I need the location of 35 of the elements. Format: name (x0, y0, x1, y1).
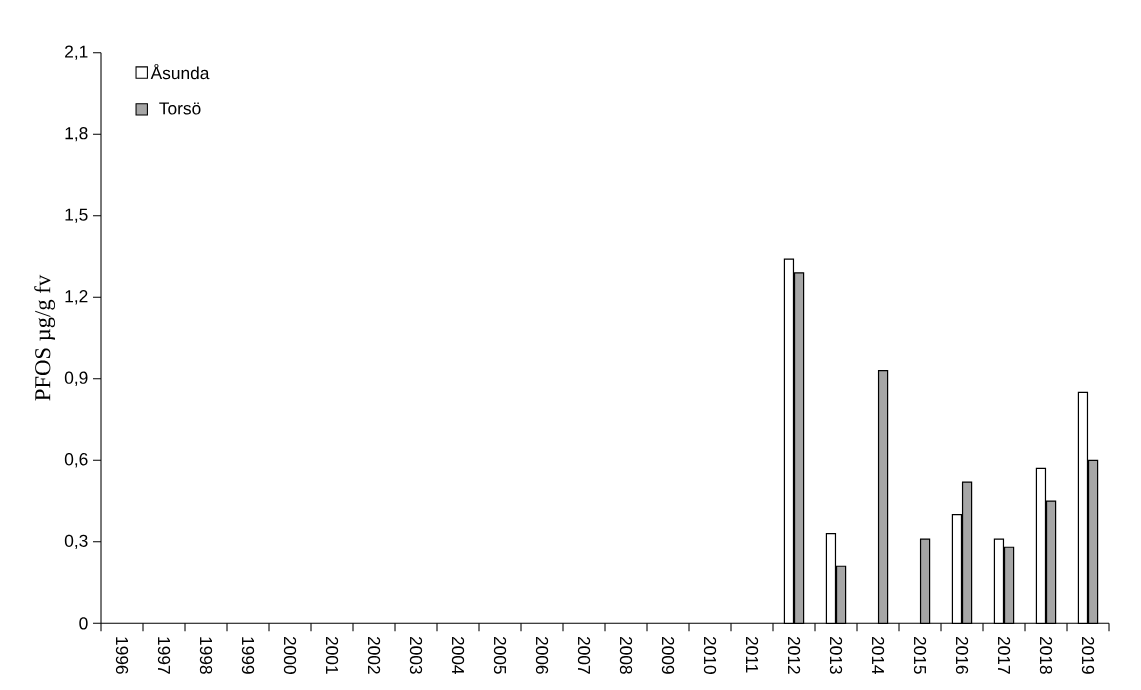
legend-label: Torsö (159, 102, 201, 115)
x-tick-label: 2014 (871, 636, 885, 675)
x-tick-label: 2007 (577, 636, 591, 674)
x-tick-label: 2005 (493, 636, 507, 674)
x-tick-label: 2019 (1081, 636, 1095, 674)
x-tick-label: 2004 (451, 636, 465, 675)
x-tick-label: 2001 (325, 636, 339, 674)
x-tick-label: 2002 (367, 636, 381, 674)
x-tick-label: 2006 (535, 636, 549, 674)
y-tick-label: 0,9 (64, 371, 88, 386)
y-tick-label: 1,2 (65, 290, 88, 305)
x-tick-label: 2016 (955, 636, 969, 674)
x-tick-label: 2015 (913, 636, 927, 674)
x-tick-label: 2009 (661, 636, 675, 674)
x-tick-label: 2000 (283, 636, 297, 674)
x-tick-label: 1997 (157, 637, 171, 674)
y-tick-label: 0,6 (64, 453, 88, 468)
x-tick-label: 2010 (703, 636, 717, 674)
y-tick-label: 1,8 (65, 127, 88, 142)
x-tick-label: 1998 (199, 637, 213, 674)
x-tick-label: 2011 (745, 636, 759, 673)
x-tick-label: 2012 (787, 636, 801, 674)
y-tick-label: 2,1 (65, 45, 88, 60)
y-tick-label: 0 (79, 617, 88, 630)
y-tick-label: 1,5 (65, 208, 88, 223)
x-tick-label: 2003 (409, 636, 423, 674)
x-tick-label: 1999 (241, 637, 255, 674)
x-tick-label: 2018 (1039, 636, 1053, 674)
y-tick-label: 0,3 (64, 534, 88, 549)
x-tick-label: 2008 (619, 636, 633, 674)
x-tick-label: 2013 (829, 636, 843, 674)
x-tick-label: 1996 (115, 637, 129, 674)
y-axis-title: PFOS µg/g fv (34, 274, 56, 401)
legend-label: Åsunda (150, 63, 210, 80)
x-tick-label: 2017 (997, 636, 1011, 674)
